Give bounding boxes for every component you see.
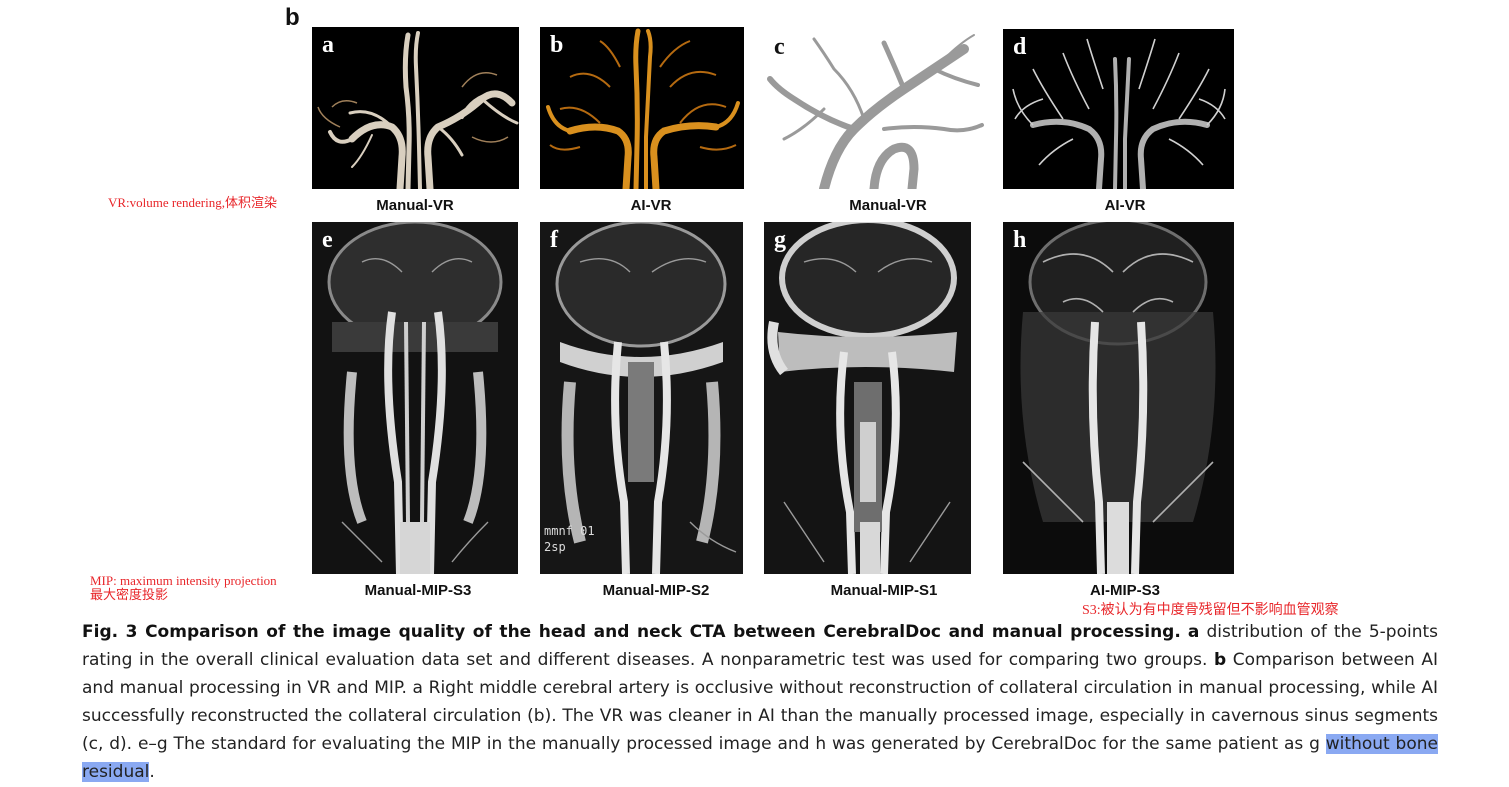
panel-letter: a	[322, 32, 334, 58]
vessel-render-b	[546, 28, 740, 189]
panel-letter: e	[322, 227, 333, 253]
panel-c-label: Manual-VR	[849, 197, 927, 214]
panel-d-label: AI-VR	[1104, 197, 1146, 214]
caption-title: Fig. 3 Comparison of the image quality o…	[82, 622, 1181, 642]
mip-annotation-line1: MIP: maximum intensity projection	[90, 573, 277, 588]
panel-h-image: h	[1003, 222, 1234, 574]
panel-h-label: AI-MIP-S3	[1089, 582, 1160, 599]
caption-label-b: b	[1214, 650, 1227, 670]
panel-b-label: AI-VR	[630, 197, 672, 214]
vessel-render-c	[767, 34, 984, 189]
mip-render-e	[327, 222, 503, 574]
panel-g-image: g	[764, 222, 971, 574]
panel-f-image: f mmnf 01 2sp	[540, 222, 743, 574]
scanner-overlay-text: mmnf 01	[544, 524, 595, 538]
panel-a-image: a	[312, 27, 519, 189]
panel-f-label: Manual-MIP-S2	[602, 582, 710, 599]
figure-caption: Fig. 3 Comparison of the image quality o…	[82, 618, 1438, 786]
caption-text-b: Comparison between AI and manual process…	[82, 650, 1438, 754]
panel-a-label: Manual-VR	[376, 197, 454, 214]
panel-letter: c	[774, 34, 785, 60]
caption-text-a: distribution of the 5-points rating in t…	[82, 622, 1439, 670]
panel-d-image: d	[1003, 29, 1234, 189]
scanner-overlay-text: 2sp	[544, 540, 566, 554]
panel-letter: f	[550, 227, 558, 253]
panel-letter: d	[1013, 34, 1027, 60]
mip-annotation-line2: 最大密度投影	[90, 587, 169, 602]
panel-b-image: b	[540, 27, 744, 189]
panel-e-label: Manual-MIP-S3	[364, 582, 472, 599]
panel-g-label: Manual-MIP-S1	[830, 582, 938, 599]
panel-letter: g	[774, 227, 786, 253]
mip-render-f	[555, 222, 737, 574]
panel-letter: b	[550, 32, 564, 58]
vessel-render-d	[1012, 38, 1226, 189]
caption-end: .	[149, 762, 155, 782]
panel-c-image: c	[764, 29, 987, 189]
caption-label-a: a	[1187, 622, 1200, 642]
mip-render-h	[1020, 222, 1216, 574]
vessel-render-a	[317, 31, 519, 189]
panel-e-image: e	[312, 222, 518, 574]
s3-annotation: S3:被认为有中度骨残留但不影响血管观察	[1082, 603, 1339, 618]
mip-render-g	[767, 222, 957, 574]
figure-part-label: b	[285, 4, 300, 31]
panel-letter: h	[1013, 227, 1027, 253]
vr-annotation: VR:volume rendering,体积渲染	[108, 195, 277, 210]
